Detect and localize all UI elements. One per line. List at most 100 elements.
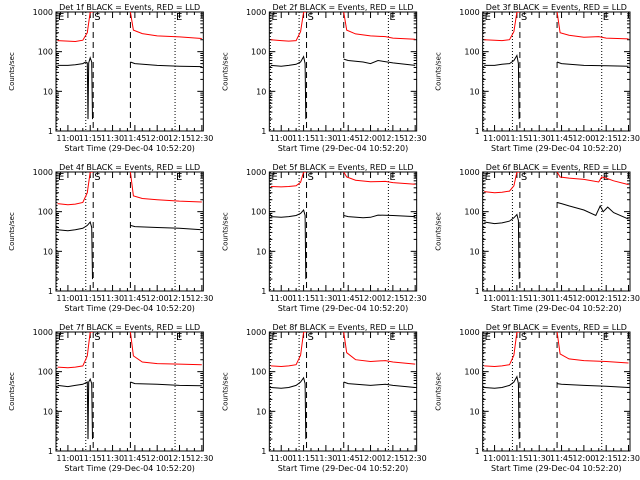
lld-series-line: [129, 12, 202, 39]
y-tick-label: 1000: [246, 8, 266, 17]
x-axis-label: Start Time (29-Dec-04 10:52:20): [491, 304, 622, 313]
x-tick-label: 11:45: [550, 134, 573, 143]
event-marker-label: E: [58, 332, 64, 343]
x-tick-label: 11:45: [337, 294, 360, 303]
x-tick-label: 11:45: [550, 454, 573, 463]
plot-frame: [268, 331, 418, 452]
y-tick-label: 1000: [459, 168, 479, 177]
events-series-line: [484, 375, 520, 440]
event-marker-label: S: [94, 172, 100, 183]
event-marker-label: E: [485, 172, 491, 183]
lld-series-line: [270, 172, 307, 188]
y-axis-label: Counts/sec: [221, 372, 229, 411]
x-tick-label: 11:15: [79, 294, 102, 303]
y-tick-label: 1000: [246, 328, 266, 337]
x-tick-label: 11:15: [292, 454, 315, 463]
x-tick-label: 12:30: [617, 454, 640, 463]
y-tick-label: 1000: [33, 328, 53, 337]
x-axis-label: Start Time (29-Dec-04 10:52:20): [278, 304, 409, 313]
x-tick-label: 11:45: [123, 134, 146, 143]
y-axis-label: Counts/sec: [435, 372, 443, 411]
panel-title: Det 4f BLACK = Events, RED = LLD: [59, 163, 200, 172]
lld-series-line: [556, 12, 629, 40]
x-tick-label: 12:15: [381, 294, 404, 303]
x-tick-label: 12:00: [146, 294, 169, 303]
detector-panel: Det 1f BLACK = Events, RED = LLD 1 10 100 10…: [8, 3, 213, 153]
y-tick-label: 100: [464, 208, 479, 217]
events-series-line: [557, 383, 629, 388]
events-series-line: [270, 55, 307, 120]
y-tick-label: 100: [251, 208, 266, 217]
x-tick-label: 12:00: [359, 454, 382, 463]
events-series-line: [484, 54, 520, 120]
y-axis-label: Counts/sec: [8, 372, 16, 411]
x-axis-label: Start Time (29-Dec-04 10:52:20): [64, 464, 195, 473]
event-marker-label: E: [389, 172, 395, 183]
x-tick-label: 12:15: [595, 454, 618, 463]
series-group: [57, 12, 202, 120]
series-group: [484, 332, 629, 440]
y-axis-label: Counts/sec: [221, 212, 229, 251]
x-tick-label: 11:00: [483, 134, 506, 143]
plot-frame: [482, 171, 631, 292]
series-group: [57, 172, 202, 280]
plot-frame: [55, 11, 204, 132]
y-tick-label: 1: [475, 447, 480, 456]
x-tick-label: 11:15: [79, 454, 102, 463]
event-marker-label: E: [58, 12, 64, 23]
x-tick-label: 12:15: [168, 454, 191, 463]
series-group: [57, 332, 202, 440]
y-tick-label: 10: [469, 87, 479, 96]
event-marker-label: E: [389, 332, 395, 343]
x-tick-label: 11:15: [505, 134, 528, 143]
y-tick-label: 100: [38, 208, 53, 217]
panel-title: Det 8f BLACK = Events, RED = LLD: [272, 323, 413, 332]
y-tick-label: 10: [256, 87, 266, 96]
x-tick-label: 11:45: [337, 454, 360, 463]
x-tick-label: 12:00: [572, 294, 595, 303]
x-tick-label: 12:00: [572, 134, 595, 143]
lld-series-line: [484, 172, 520, 194]
y-tick-label: 1000: [33, 168, 53, 177]
y-axis-label: Counts/sec: [8, 52, 16, 91]
x-axis-label: Start Time (29-Dec-04 10:52:20): [278, 144, 409, 153]
panel-title: Det 6f BLACK = Events, RED = LLD: [486, 163, 627, 172]
x-tick-label: 11:15: [505, 454, 528, 463]
lld-series-line: [270, 332, 307, 368]
x-tick-label: 11:00: [270, 134, 293, 143]
series-group: [270, 12, 416, 120]
lld-series-line: [343, 332, 416, 365]
y-tick-label: 1000: [33, 8, 53, 17]
x-tick-label: 11:30: [314, 454, 337, 463]
x-tick-label: 12:30: [190, 134, 213, 143]
lld-series-line: [57, 12, 94, 43]
x-tick-label: 11:15: [505, 294, 528, 303]
event-marker-label: S: [308, 332, 314, 343]
detector-panel: Det 3f BLACK = Events, RED = LLD 1 10 100 10…: [435, 3, 640, 153]
panel-title: Det 7f BLACK = Events, RED = LLD: [59, 323, 200, 332]
detector-panel: Det 8f BLACK = Events, RED = LLD 1 10 100 10…: [221, 323, 426, 473]
event-marker-label: E: [271, 332, 277, 343]
x-tick-label: 12:00: [146, 454, 169, 463]
event-marker-label: E: [485, 12, 491, 23]
event-marker-label: E: [176, 332, 182, 343]
y-tick-label: 10: [469, 247, 479, 256]
panel-title: Det 1f BLACK = Events, RED = LLD: [59, 3, 200, 12]
x-tick-label: 12:30: [404, 454, 427, 463]
y-tick-label: 1: [475, 127, 480, 136]
event-marker-label: S: [308, 172, 314, 183]
x-tick-label: 12:30: [190, 294, 213, 303]
y-tick-label: 10: [43, 247, 53, 256]
x-tick-label: 12:00: [572, 454, 595, 463]
x-tick-label: 12:00: [359, 134, 382, 143]
plot-frame: [268, 11, 418, 132]
x-tick-label: 12:30: [617, 134, 640, 143]
x-tick-label: 11:15: [292, 294, 315, 303]
lld-series-line: [57, 172, 94, 206]
x-tick-label: 11:30: [314, 294, 337, 303]
y-tick-label: 10: [469, 407, 479, 416]
x-tick-label: 12:15: [168, 294, 191, 303]
events-series-line: [556, 202, 629, 220]
x-axis-label: Start Time (29-Dec-04 10:52:20): [491, 144, 622, 153]
x-tick-label: 11:30: [528, 294, 551, 303]
